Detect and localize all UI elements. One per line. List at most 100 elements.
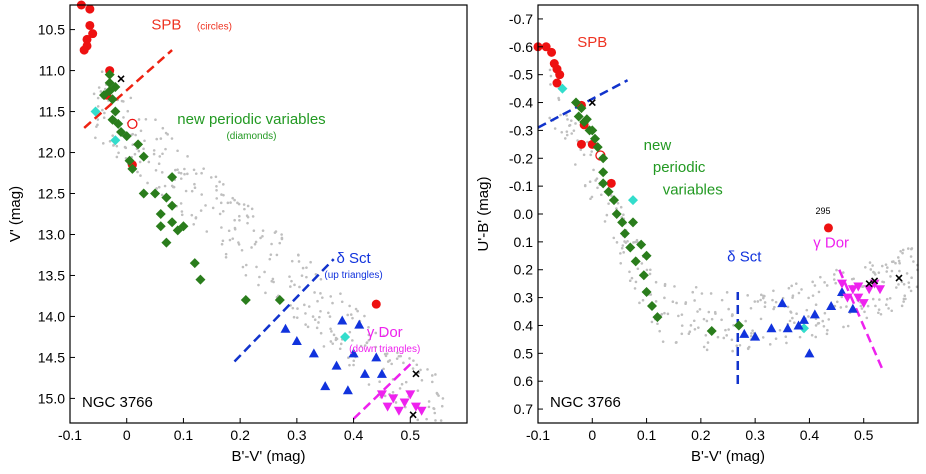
field-star (349, 313, 353, 316)
spb-circle-point (82, 34, 92, 44)
field-star (630, 276, 634, 280)
field-star (811, 294, 815, 297)
field-star (832, 273, 836, 276)
field-star (179, 177, 183, 180)
field-star (548, 68, 552, 72)
field-star (259, 236, 262, 240)
field-star (383, 352, 387, 356)
field-star (616, 201, 620, 205)
field-star (437, 394, 440, 397)
field-star (816, 322, 820, 325)
gdor-triangle-point (869, 279, 880, 289)
variable-diamond-point (167, 200, 178, 211)
field-star (396, 351, 399, 355)
field-star (152, 152, 156, 156)
field-star (879, 312, 883, 316)
variable-diamond-point (611, 209, 622, 219)
field-star (912, 260, 915, 263)
field-star (868, 261, 872, 264)
field-star (180, 210, 184, 213)
field-star (288, 275, 291, 278)
cross-point (588, 98, 596, 107)
x-axis-label: B'-V' (mag) (231, 448, 305, 465)
field-star (224, 256, 228, 259)
field-star (160, 193, 164, 197)
variable-diamond-point (155, 209, 166, 219)
field-star (236, 201, 239, 205)
field-star (565, 130, 569, 133)
variable-diamond-point (573, 111, 584, 122)
field-star (264, 291, 267, 295)
field-star (560, 130, 564, 134)
field-star (292, 315, 296, 319)
variable-diamond-point (99, 90, 110, 101)
variable-diamond-point (571, 97, 581, 108)
field-star (901, 251, 904, 255)
field-star (390, 362, 393, 366)
field-star (814, 303, 818, 306)
variable-diamond-point (617, 217, 628, 228)
field-star (271, 277, 275, 281)
dsct-triangle-point (750, 331, 761, 341)
field-star (589, 153, 592, 157)
field-star (698, 307, 702, 311)
field-star (901, 248, 905, 252)
y-tick-label: 0.6 (514, 373, 534, 389)
field-star (888, 296, 892, 300)
field-star (865, 316, 869, 320)
field-star (788, 319, 792, 323)
field-star (871, 264, 874, 267)
field-star (411, 367, 415, 370)
cross-point (871, 277, 879, 285)
field-star (697, 326, 700, 329)
field-star (257, 283, 260, 287)
field-star (791, 316, 794, 320)
field-star (696, 310, 699, 313)
field-star (268, 257, 272, 261)
field-star (810, 333, 814, 337)
field-star (335, 337, 339, 341)
variable-diamond-point (138, 188, 149, 199)
field-star (211, 206, 215, 210)
x-tick-label: 0 (123, 427, 131, 443)
field-star (897, 256, 900, 259)
field-star (101, 142, 105, 145)
field-star (565, 133, 569, 137)
field-star (872, 270, 875, 274)
field-star (163, 184, 167, 188)
field-star (322, 345, 326, 348)
field-star (907, 281, 911, 284)
field-star (385, 352, 389, 355)
field-star (351, 339, 354, 342)
dsct-triangle-point (320, 381, 331, 391)
field-star (863, 310, 866, 314)
field-star (761, 336, 765, 339)
spb-circle-point (547, 47, 557, 57)
field-star (137, 118, 141, 121)
field-star (648, 272, 652, 276)
spb-circle-point (127, 118, 138, 129)
variable-diamond-point (733, 320, 744, 331)
field-star (314, 273, 318, 276)
field-star (327, 311, 330, 315)
group-label: new periodic variables (177, 111, 325, 128)
variable-diamond-point (581, 114, 592, 125)
y-tick-label: 13.0 (38, 226, 65, 242)
x-axis-label: B'-V' (mag) (691, 448, 765, 465)
field-star (218, 212, 222, 216)
field-star (909, 289, 913, 293)
field-star (319, 309, 322, 313)
boundary-line (83, 49, 173, 129)
field-star (889, 275, 892, 278)
field-star (174, 168, 177, 172)
field-star (143, 139, 146, 143)
field-star (725, 334, 728, 337)
field-star (142, 147, 145, 151)
field-star (649, 293, 653, 296)
field-star (261, 234, 264, 238)
field-star (278, 241, 282, 245)
field-star (756, 300, 760, 303)
field-star (136, 170, 139, 174)
field-star (300, 274, 304, 277)
field-star (270, 242, 273, 246)
